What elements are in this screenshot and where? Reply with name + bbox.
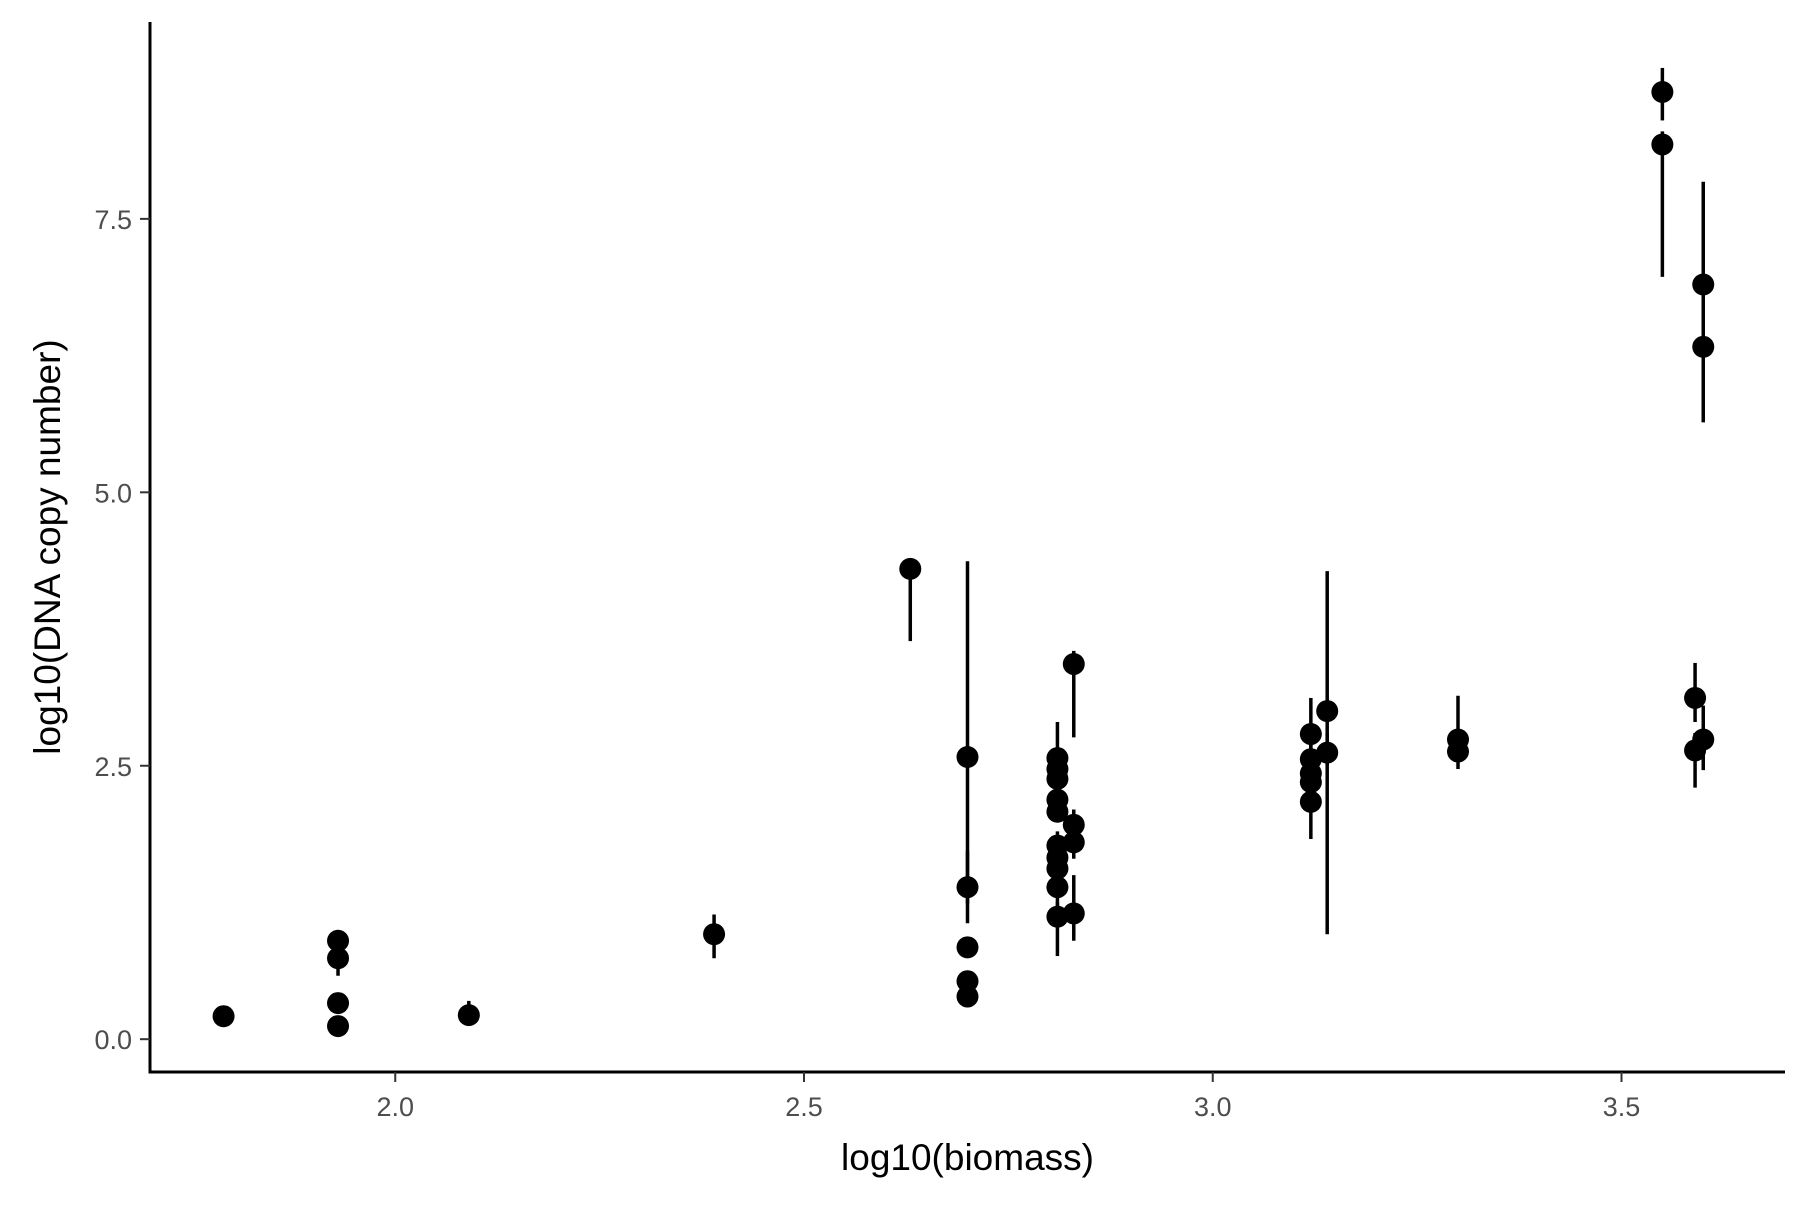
data-point [956, 876, 979, 899]
data-point [1299, 790, 1322, 813]
data-point [1651, 81, 1674, 103]
x-axis-title: log10(biomass) [841, 1137, 1094, 1178]
data-point [212, 1005, 235, 1028]
data-point [956, 936, 979, 959]
data-point [1447, 740, 1469, 763]
data-point [899, 557, 922, 580]
error-bar-layer [336, 67, 1705, 1018]
x-tick-label: 3.5 [1603, 1092, 1641, 1122]
data-point [1692, 273, 1715, 296]
y-tick-label: 2.5 [94, 752, 132, 782]
data-point [1299, 771, 1322, 794]
data-point [956, 746, 979, 768]
data-point [956, 985, 979, 1008]
data-point [1316, 700, 1339, 723]
data-point [1692, 335, 1715, 358]
data-point [1046, 800, 1069, 823]
data-point [1299, 723, 1322, 746]
data-point [1046, 876, 1069, 899]
x-tick-label: 2.5 [785, 1092, 823, 1122]
data-point [327, 947, 350, 970]
data-point [1684, 686, 1707, 709]
y-tick-label: 0.0 [94, 1025, 132, 1055]
y-tick-label: 5.0 [94, 478, 132, 508]
y-axis-title: log10(DNA copy number) [27, 339, 68, 754]
y-axis-ticks: 0.0 2.5 5.0 7.5 [94, 205, 150, 1055]
data-point [1046, 857, 1069, 880]
data-point-layer [212, 81, 1715, 1038]
data-point [956, 970, 979, 993]
data-point [1316, 741, 1339, 764]
data-point [1651, 133, 1674, 156]
data-point [327, 929, 350, 952]
data-point [1062, 831, 1085, 854]
data-point [1046, 767, 1069, 790]
data-point [327, 1015, 350, 1038]
data-point [1692, 728, 1715, 751]
data-point [457, 1004, 480, 1027]
x-axis-ticks: 2.0 2.5 3.0 3.5 [376, 1072, 1640, 1122]
axes [148, 22, 1785, 1074]
data-point [703, 923, 726, 946]
y-tick-label: 7.5 [94, 205, 132, 235]
data-point [1062, 902, 1085, 925]
data-point [327, 992, 350, 1015]
data-point [1062, 653, 1085, 676]
x-tick-label: 2.0 [376, 1092, 414, 1122]
data-point [1062, 813, 1085, 836]
x-tick-label: 3.0 [1194, 1092, 1232, 1122]
data-point [1046, 905, 1069, 928]
